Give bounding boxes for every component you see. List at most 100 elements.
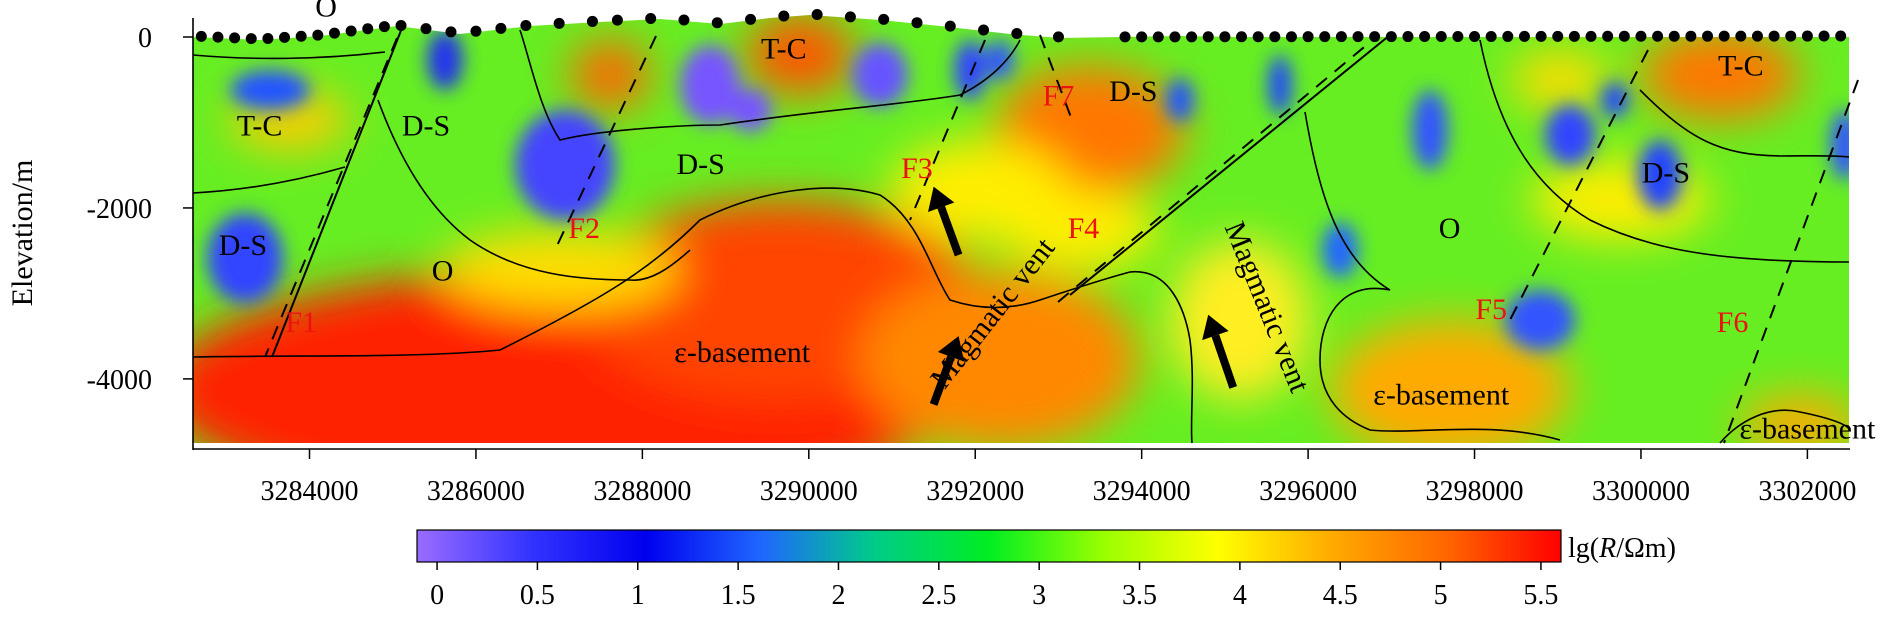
x-tick-label: 3290000 bbox=[760, 476, 858, 507]
colorbar-ticks: 0 0.5 1 1.5 2 2.5 3 3.5 4 4.5 5 5.5 bbox=[430, 562, 1558, 611]
station-dot bbox=[1469, 30, 1481, 42]
unit-label: O bbox=[1439, 212, 1461, 245]
x-tick-label: 3288000 bbox=[593, 476, 691, 507]
colorbar-tick-label: 5.5 bbox=[1523, 580, 1558, 611]
boundary-basement-top bbox=[192, 187, 1194, 444]
station-dot bbox=[1618, 30, 1630, 42]
station-dot bbox=[1502, 30, 1514, 42]
station-dot bbox=[295, 30, 307, 42]
station-dot bbox=[944, 20, 956, 32]
station-dot bbox=[1186, 31, 1198, 43]
x-tick-label: 3302000 bbox=[1758, 476, 1856, 507]
faults bbox=[264, 27, 1859, 444]
unit-label: D-S bbox=[402, 109, 450, 142]
unit-label: D-S bbox=[1642, 156, 1690, 189]
station-dot bbox=[1152, 31, 1164, 43]
unit-label: ε-basement bbox=[674, 336, 811, 369]
y-axis-ticks: 0 -2000 -4000 bbox=[87, 23, 193, 396]
station-dot bbox=[1319, 31, 1331, 43]
survey-stations bbox=[195, 9, 1847, 45]
station-dot bbox=[1785, 30, 1797, 42]
station-dot bbox=[1369, 31, 1381, 43]
station-dot bbox=[445, 26, 457, 38]
vent-arrow-head bbox=[1202, 314, 1229, 341]
fault-f2 bbox=[554, 35, 657, 251]
unit-label: D-S bbox=[676, 148, 724, 181]
boundary-basement-right bbox=[1304, 111, 1561, 441]
station-dot bbox=[1136, 31, 1148, 43]
station-dot bbox=[878, 13, 890, 25]
colorbar-tick-label: 0 bbox=[430, 580, 444, 611]
fault-f6 bbox=[1723, 79, 1859, 444]
station-dot bbox=[1419, 31, 1431, 43]
fault-f1-solid bbox=[271, 27, 403, 358]
vent-arrow-shaft bbox=[929, 355, 955, 406]
colorbar-tick-label: 2.5 bbox=[921, 580, 956, 611]
plot-axes bbox=[192, 18, 1850, 450]
colorbar-label-suffix: /Ωm) bbox=[1616, 533, 1676, 564]
station-dot bbox=[245, 33, 257, 45]
station-dot bbox=[1402, 31, 1414, 43]
station-dot bbox=[1668, 30, 1680, 42]
station-dot bbox=[1352, 31, 1364, 43]
fault-label: F3 bbox=[901, 152, 933, 185]
station-dot bbox=[378, 21, 390, 33]
station-dot bbox=[1835, 30, 1847, 42]
station-dot bbox=[279, 31, 291, 43]
station-dot bbox=[1385, 31, 1397, 43]
colorbar-label-variable: R bbox=[1598, 533, 1616, 564]
y-axis-label: Elevation/m bbox=[6, 160, 39, 307]
station-dot bbox=[1685, 30, 1697, 42]
station-dot bbox=[1236, 31, 1248, 43]
x-tick-label: 3284000 bbox=[261, 476, 359, 507]
x-axis-ticks: 3284000 3286000 3288000 3290000 3292000 32940… bbox=[261, 449, 1856, 507]
unit-label: T-C bbox=[237, 109, 283, 142]
unit-label: O bbox=[432, 255, 454, 288]
vent-arrow-head bbox=[937, 336, 965, 362]
x-tick-label: 3296000 bbox=[1259, 476, 1357, 507]
station-dot bbox=[345, 25, 357, 37]
boundary-o-top bbox=[377, 99, 691, 281]
unit-label: T-C bbox=[761, 32, 807, 65]
vent-arrow-shaft bbox=[1211, 334, 1237, 389]
station-dot bbox=[1702, 30, 1714, 42]
station-dot bbox=[1552, 30, 1564, 42]
station-dot bbox=[495, 22, 507, 34]
fault-f4-solid bbox=[1069, 34, 1391, 296]
unit-label: D-S bbox=[219, 229, 267, 262]
station-dot bbox=[520, 19, 532, 31]
geological-unit-labels: O T-C D-S D-S O T-C D-S D-S ε-basement ε-basement… bbox=[219, 0, 1876, 446]
station-dot bbox=[1568, 30, 1580, 42]
station-dot bbox=[1119, 31, 1131, 43]
station-dot bbox=[553, 17, 565, 29]
geological-boundaries bbox=[192, 29, 1850, 444]
station-dot bbox=[229, 32, 241, 44]
station-dot bbox=[1335, 31, 1347, 43]
colorbar-tick-label: 2 bbox=[831, 580, 845, 611]
colorbar-tick-label: 5 bbox=[1434, 580, 1448, 611]
station-dot bbox=[1652, 30, 1664, 42]
x-tick-label: 3298000 bbox=[1426, 476, 1524, 507]
x-tick-label: 3300000 bbox=[1592, 476, 1690, 507]
station-dot bbox=[1169, 31, 1181, 43]
boundary-o-right bbox=[1479, 39, 1850, 263]
fault-f7 bbox=[1039, 34, 1073, 121]
unit-label: ε-basement bbox=[1373, 379, 1510, 412]
station-dot bbox=[1602, 30, 1614, 42]
station-dot bbox=[1202, 31, 1214, 43]
station-dot bbox=[328, 27, 340, 39]
colorbar: 0 0.5 1 1.5 2 2.5 3 3.5 4 4.5 5 5.5 lg(R/Ωm) bbox=[416, 529, 1676, 611]
colorbar-tick-label: 3 bbox=[1032, 580, 1046, 611]
station-dot bbox=[611, 14, 623, 26]
station-dot bbox=[1585, 30, 1597, 42]
station-dot bbox=[420, 23, 432, 35]
fault-label: F2 bbox=[568, 212, 600, 245]
colorbar-tick-label: 1.5 bbox=[721, 580, 756, 611]
station-dot bbox=[911, 17, 923, 29]
fault-f3 bbox=[909, 39, 986, 221]
station-dot bbox=[844, 11, 856, 23]
station-dot bbox=[811, 9, 823, 21]
station-dot bbox=[778, 10, 790, 22]
station-dot bbox=[1718, 30, 1730, 42]
boundary-tc-base-left bbox=[192, 166, 346, 194]
